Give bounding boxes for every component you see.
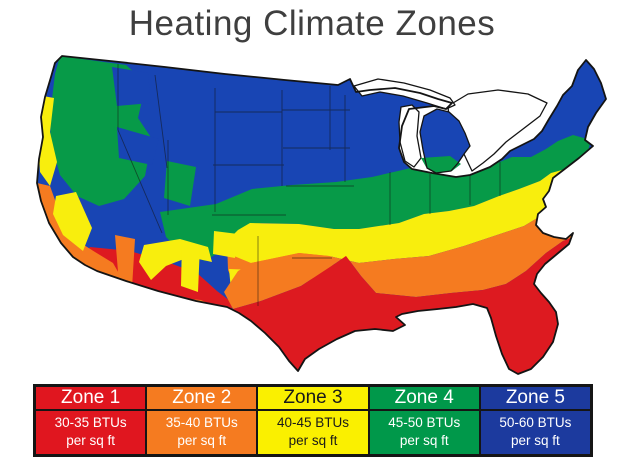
legend-zone-3-label: Zone 3 bbox=[258, 387, 368, 411]
legend-zone-1: Zone 1 30-35 BTUs per sq ft bbox=[36, 387, 146, 454]
legend-zone-3: Zone 3 40-45 BTUs per sq ft bbox=[256, 387, 368, 454]
legend-zone-3-range: 40-45 BTUs per sq ft bbox=[276, 415, 350, 448]
legend-zone-2-label: Zone 2 bbox=[147, 387, 257, 411]
lake-superior bbox=[353, 78, 456, 110]
us-climate-zone-map bbox=[0, 45, 624, 380]
us-map-svg bbox=[36, 55, 607, 375]
map-zone3-central-band bbox=[228, 170, 564, 263]
map-zone4-utah-patch bbox=[164, 161, 196, 206]
legend-zone-5-range: 50-60 BTUs per sq ft bbox=[499, 415, 572, 448]
map-zone4-central-band bbox=[160, 135, 591, 261]
legend-zone-5: Zone 5 50-60 BTUs per sq ft bbox=[478, 387, 591, 454]
legend-zone-1-label: Zone 1 bbox=[36, 387, 146, 411]
map-zone3-california-valley bbox=[53, 192, 92, 251]
map-zone2-south-band bbox=[224, 188, 580, 309]
michigan-lower-peninsula bbox=[419, 108, 471, 174]
state-border-lines bbox=[117, 64, 501, 306]
legend-zone-4-range: 45-50 BTUs per sq ft bbox=[388, 415, 461, 448]
map-zone3-newmexico-sliver bbox=[181, 241, 200, 292]
legend-zone-2-range: 35-40 BTUs per sq ft bbox=[165, 415, 238, 448]
map-zone5-snake-plain-patch bbox=[117, 127, 159, 165]
map-zone5-east-washington-patch bbox=[112, 67, 151, 106]
legend-zone-5-label: Zone 5 bbox=[480, 387, 591, 411]
us-outline bbox=[36, 55, 607, 375]
legend-zone-4-label: Zone 4 bbox=[369, 387, 479, 411]
zone-legend: Zone 1 30-35 BTUs per sq ft Zone 2 35-40… bbox=[33, 384, 593, 457]
legend-zone-4: Zone 4 45-50 BTUs per sq ft bbox=[367, 387, 479, 454]
legend-zone-2: Zone 2 35-40 BTUs per sq ft bbox=[145, 387, 257, 454]
legend-zone-1-range: 30-35 BTUs per sq ft bbox=[54, 415, 127, 448]
map-zone3-oregon-coast-strip bbox=[38, 96, 57, 186]
page-title: Heating Climate Zones bbox=[128, 4, 496, 43]
